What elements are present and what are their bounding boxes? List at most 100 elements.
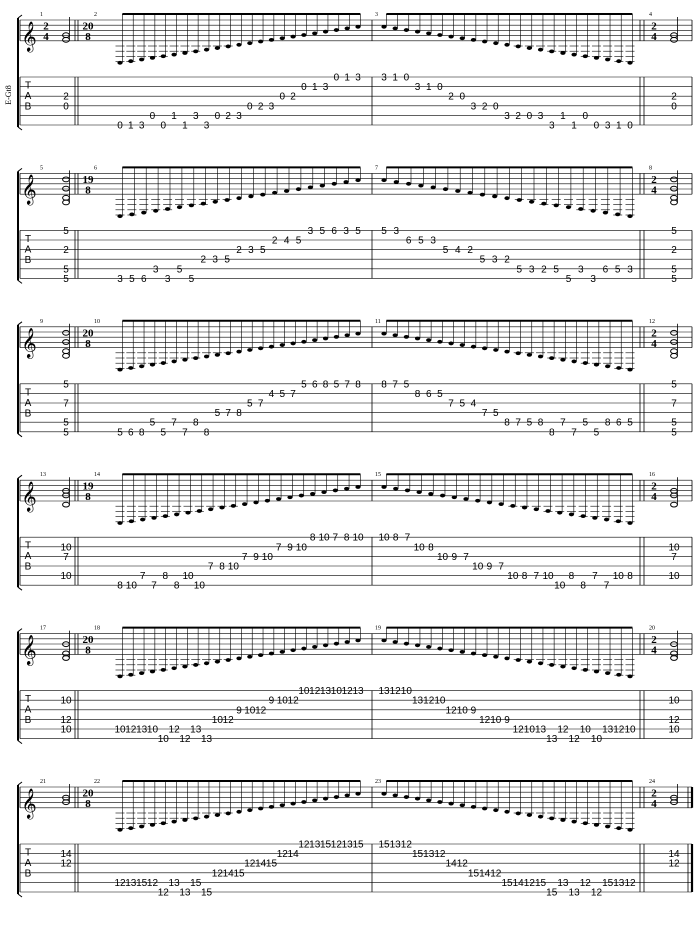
ascending-run-fret: 12 [244, 859, 256, 870]
descending-run-notehead [493, 41, 499, 46]
measure-number: 4 [649, 12, 652, 18]
ascending-run-notehead [149, 362, 156, 367]
time-signature-last-bottom: 4 [651, 798, 657, 810]
ascending-run-fret: 6 [128, 427, 134, 438]
descending-run-fret: 8 [549, 427, 555, 438]
ascending-run-notehead [268, 37, 275, 42]
ascending-run-fret: 12 [158, 888, 170, 899]
descending-run-fret: 10 [554, 581, 566, 592]
descending-run-fret: 10 [524, 725, 536, 736]
ascending-run-fret: 12 [212, 868, 224, 879]
ascending-run-fret: 15 [136, 878, 148, 889]
descending-run-notehead [504, 42, 510, 47]
descending-run-fret: 5 [459, 399, 465, 410]
ascending-run-fret: 1 [344, 73, 350, 84]
opening-chord-notehead [62, 650, 70, 657]
closing-chord-notehead [670, 655, 678, 661]
ascending-run-fret: 13 [309, 840, 321, 851]
descending-run-fret: 15 [602, 878, 614, 889]
ascending-run-fret: 12 [288, 696, 300, 707]
descending-run-fret: 0 [627, 121, 633, 132]
opening-chord-fret: 12 [60, 715, 72, 726]
opening-chord-notehead [62, 32, 70, 39]
time-signature-main-top: 20 [83, 21, 95, 33]
descending-run-fret: 0 [527, 111, 533, 122]
ascending-run-fret: 12 [179, 734, 191, 745]
ascending-run-notehead [182, 818, 188, 822]
descending-run-fret: 3 [381, 73, 387, 84]
opening-chord-notehead [62, 799, 70, 806]
bracket-top [17, 628, 23, 632]
descending-run-notehead [381, 485, 387, 489]
ascending-run-fret: 0 [301, 82, 307, 93]
ascending-run-fret: 8 [174, 581, 180, 592]
ascending-run-fret: 3 [236, 111, 242, 122]
ascending-run-notehead [344, 793, 350, 798]
closing-chord-fret: 5 [671, 264, 677, 275]
ascending-run-notehead [139, 824, 145, 829]
descending-run-fret: 5 [493, 408, 499, 419]
descending-run-notehead [459, 343, 465, 347]
ascending-run-notehead [260, 192, 266, 197]
descending-run-notehead [616, 366, 622, 370]
descending-run-notehead [393, 180, 399, 184]
time-signature-last-top: 2 [651, 174, 657, 186]
ascending-run-fret: 5 [129, 274, 135, 285]
ascending-run-fret: 7 [140, 571, 146, 582]
descending-run-fret: 10 [457, 705, 469, 716]
descending-run-fret: 8 [580, 581, 586, 592]
ascending-run-notehead [129, 212, 135, 217]
descending-run-fret: 5 [517, 264, 523, 275]
tab-letter: B [25, 562, 32, 573]
ascending-run-notehead [332, 488, 338, 493]
ascending-run-fret: 9 [269, 696, 275, 707]
opening-chord-fret: 14 [60, 849, 72, 860]
descending-run-notehead [430, 185, 436, 190]
descending-run-fret: 7 [534, 571, 540, 582]
descending-run-notehead [392, 333, 398, 338]
time-signature-last-bottom: 4 [651, 184, 657, 196]
ascending-run-notehead [258, 653, 264, 658]
descending-run-fret: 10 [591, 734, 603, 745]
descending-run-notehead [426, 338, 432, 343]
measure-number: 21 [40, 779, 46, 785]
ascending-run-fret: 2 [290, 92, 296, 103]
ascending-run-fret: 8 [163, 571, 169, 582]
ascending-run-notehead [290, 341, 296, 346]
descending-run-fret: 3 [549, 121, 555, 132]
descending-run-notehead [479, 192, 485, 197]
ascending-run-notehead [225, 658, 231, 662]
time-signature-main-bottom: 8 [85, 31, 91, 43]
descending-run-fret: 8 [381, 379, 387, 390]
closing-chord-notehead [670, 194, 678, 201]
ascending-run-notehead [214, 659, 220, 664]
descending-run-notehead [406, 181, 412, 186]
descending-run-fret: 1 [571, 121, 577, 132]
ascending-run-notehead [196, 509, 202, 513]
descending-run-notehead [426, 31, 432, 36]
descending-run-notehead [403, 334, 409, 339]
ascending-run-notehead [182, 51, 188, 55]
ascending-run-fret: 12 [125, 725, 137, 736]
descending-run-notehead [493, 808, 499, 813]
ascending-run-fret: 7 [225, 408, 231, 419]
descending-run-fret: 13 [602, 725, 614, 736]
ascending-run-fret: 10 [318, 533, 330, 544]
ascending-run-fret: 7 [276, 542, 282, 553]
descending-run-notehead [442, 187, 449, 192]
ascending-run-notehead [312, 338, 318, 343]
closing-chord-fret: 10 [668, 542, 680, 553]
descending-run-notehead [439, 493, 446, 498]
time-signature-last-bottom: 4 [651, 338, 657, 350]
ascending-run-fret: 3 [355, 73, 361, 84]
descending-run-fret: 15 [546, 888, 558, 899]
descending-run-notehead [470, 804, 477, 809]
ascending-run-fret: 8 [193, 418, 199, 429]
descending-run-notehead [515, 351, 521, 356]
descending-run-fret: 1 [426, 82, 432, 93]
ascending-run-fret: 8 [344, 533, 350, 544]
time-signature-main-top: 19 [83, 174, 95, 186]
tab-letter: B [25, 715, 32, 726]
